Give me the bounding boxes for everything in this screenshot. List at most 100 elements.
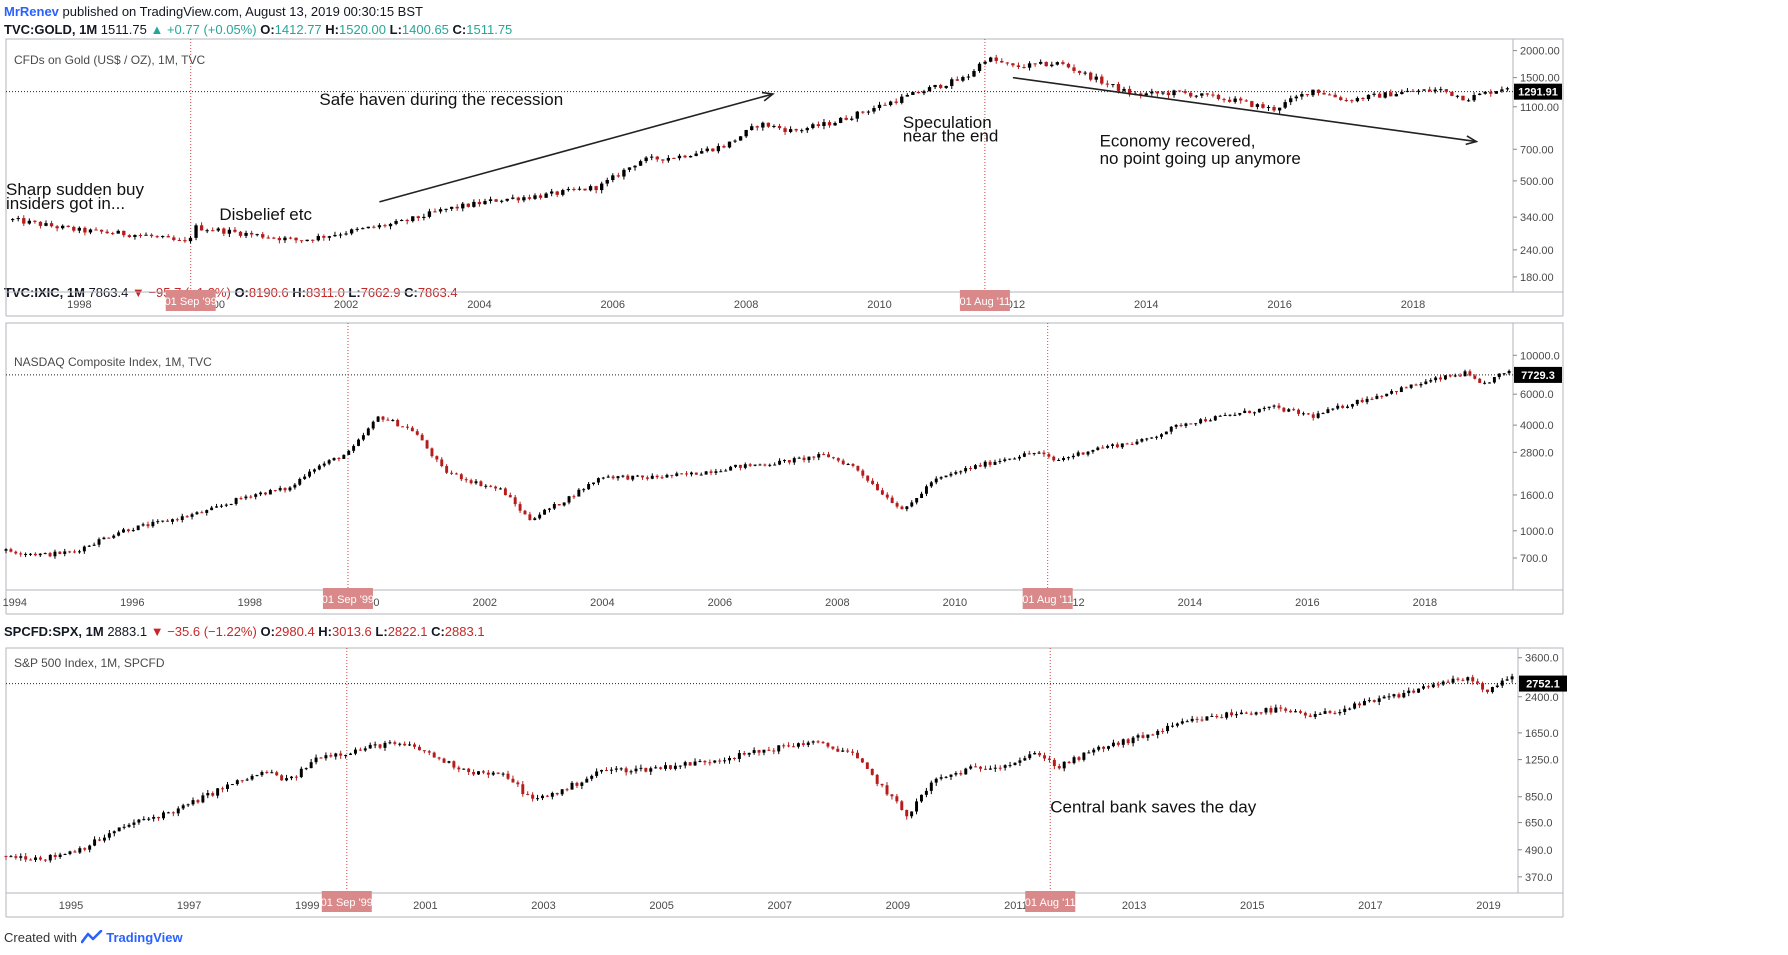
date-marker-tag <box>1022 588 1073 609</box>
x-tick-label: 2007 <box>767 900 791 912</box>
candle-body <box>518 504 522 511</box>
candle-body <box>172 237 176 240</box>
candle-body <box>27 220 32 224</box>
author-link[interactable]: MrRenev <box>4 4 59 19</box>
candle-body <box>1316 413 1320 418</box>
y-tick-label: 2800.0 <box>1520 447 1554 459</box>
candle-body <box>672 157 676 159</box>
candle-body <box>157 817 161 819</box>
candle-body <box>349 229 354 234</box>
candle-body <box>1208 420 1212 422</box>
candle-body <box>641 475 644 478</box>
candle-body <box>1127 88 1132 95</box>
candle-body <box>233 229 237 232</box>
candle-body <box>238 231 243 236</box>
candle-body <box>107 537 111 539</box>
candle-body <box>801 743 805 745</box>
ticker-low: 1400.65 <box>401 22 449 37</box>
candle-body <box>1200 93 1204 96</box>
nasdaq-chart-panel[interactable]: 10000.0 6000.0 4000.0 2800.0 1600.0 1000.0 700… <box>3 322 1564 615</box>
candle-body <box>260 772 264 776</box>
candle-body <box>415 431 419 435</box>
candle-body <box>14 856 18 858</box>
candle-body <box>87 545 91 547</box>
ticker-high-label: H: <box>325 22 339 37</box>
candle-body <box>1136 735 1140 738</box>
candle-body <box>304 768 308 770</box>
candle-body <box>645 477 649 479</box>
published-text: published on TradingView.com, August 13,… <box>62 4 423 19</box>
candle-body <box>594 186 598 191</box>
candle-body <box>117 532 121 536</box>
x-tick-label: 2017 <box>1358 900 1382 912</box>
candle-body <box>1311 89 1315 96</box>
footer-brand-link[interactable]: TradingView <box>106 930 183 945</box>
candle-body <box>688 155 693 158</box>
candle-body <box>1385 393 1389 397</box>
candle-body <box>1433 89 1437 92</box>
gold-chart-panel[interactable]: 2000.00 1500.00 1100.00 700.00 500.00 340.00 2… <box>5 38 1564 317</box>
chart-annotation: Speculation <box>903 113 992 132</box>
candle-body <box>226 784 229 789</box>
candle-body <box>357 439 360 446</box>
candle-body <box>1234 714 1238 716</box>
candle-body <box>567 496 571 503</box>
candle-body <box>312 469 316 472</box>
candle-body <box>768 464 772 466</box>
candle-body <box>261 234 265 238</box>
ticker-open-label: O: <box>260 22 275 37</box>
candle-body <box>1318 713 1322 715</box>
candle-body <box>1458 375 1462 377</box>
candle-body <box>639 767 643 769</box>
candle-body <box>1204 419 1207 422</box>
candle-body <box>666 157 671 161</box>
candle-body <box>718 760 722 762</box>
candle-body <box>1003 459 1007 461</box>
candle-body <box>1333 94 1337 98</box>
candle-body <box>216 228 220 231</box>
candle-body <box>1358 703 1361 706</box>
candle-body <box>959 471 963 473</box>
y-tick-label: 10000.0 <box>1520 350 1560 362</box>
chart-annotation: Safe haven during the recession <box>319 90 563 109</box>
candle-body <box>550 792 554 797</box>
candle-body <box>293 484 297 488</box>
candle-body <box>472 772 476 775</box>
candle-body <box>1455 95 1460 97</box>
candle-body <box>629 771 633 773</box>
candle-body <box>1461 679 1465 681</box>
candle-body <box>19 553 23 555</box>
candle-body <box>1179 424 1183 427</box>
candle-body <box>866 111 871 113</box>
candle-body <box>1102 746 1106 749</box>
candle-body <box>1326 409 1330 414</box>
candle-body <box>1370 398 1374 400</box>
candle-body <box>1439 377 1443 380</box>
candle-body <box>77 227 82 231</box>
y-tick-label: 370.0 <box>1525 872 1553 884</box>
candle-body <box>939 477 943 479</box>
candle-body <box>1233 98 1237 102</box>
candle-body <box>680 473 684 475</box>
candle-body <box>249 496 253 498</box>
candle-body <box>538 195 543 198</box>
x-tick-label: 2006 <box>601 299 625 311</box>
candle-body <box>391 420 395 422</box>
candle-body <box>590 775 594 779</box>
candle-body <box>398 743 402 745</box>
candle-body <box>802 457 806 461</box>
candle-body <box>1481 683 1485 690</box>
footer-created-text: Created with <box>4 930 77 945</box>
candle-body <box>1239 98 1243 101</box>
candle-body <box>393 742 397 744</box>
spx-chart-panel[interactable]: 3600.0 2400.0 1650.0 1250.0 850.0 650.0 490.0 3… <box>4 647 1567 918</box>
candle-body <box>396 420 400 427</box>
candle-body <box>734 464 737 467</box>
x-tick-label: 2014 <box>1134 299 1158 311</box>
candle-body <box>511 197 515 199</box>
ticker-high: 1520.00 <box>339 22 386 37</box>
candle-body <box>627 167 632 170</box>
x-tick-label: 2010 <box>867 299 891 311</box>
ticker-close: 2883.1 <box>444 624 485 639</box>
